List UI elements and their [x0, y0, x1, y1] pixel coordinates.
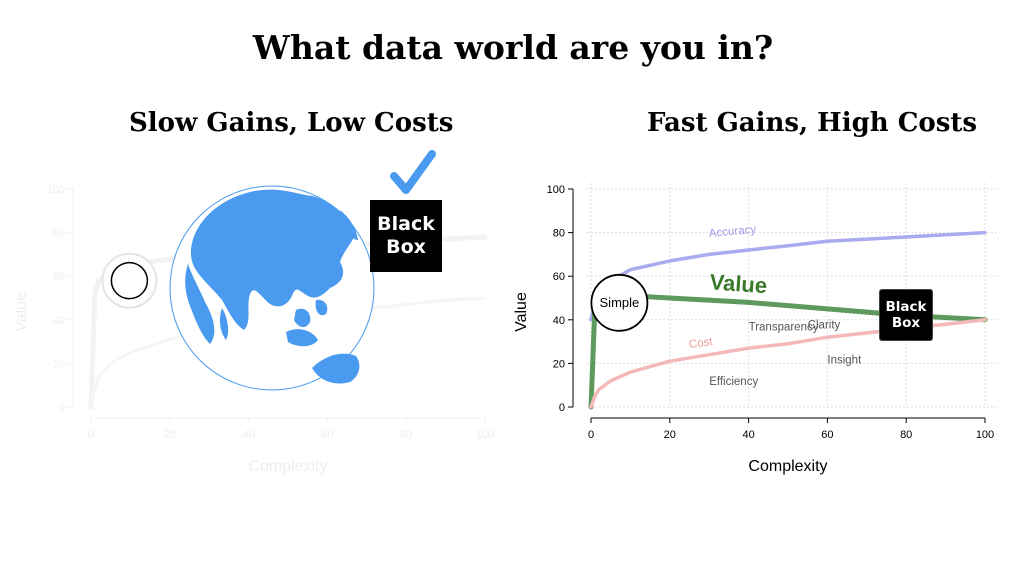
checkmark-icon	[390, 150, 436, 194]
right-x-tick-label-40: 40	[742, 429, 754, 441]
left-x-tick-label-100: 100	[476, 429, 494, 441]
right-axes: 0 20 40 60 80 100 0 20 40 60 80 100 Complexity Value	[513, 183, 997, 475]
right-y-tick-label-60: 60	[553, 271, 565, 283]
left-markers	[101, 252, 158, 309]
right-markers: Simple	[590, 273, 649, 332]
right-panel-title: Fast Gains, High Costs	[647, 108, 978, 138]
left-x-tick-label-20: 20	[164, 429, 176, 441]
right-y-tick-label-20: 20	[553, 358, 565, 370]
left-y-tick-label-100: 100	[47, 184, 65, 196]
right-x-axis-label: Complexity	[748, 458, 827, 475]
right-x-tick-label-100: 100	[976, 429, 994, 441]
right-y-tick-label-100: 100	[547, 184, 565, 196]
globe-icon	[169, 185, 375, 391]
left-y-tick-label-20: 20	[53, 358, 65, 370]
left-x-tick-label-0: 0	[88, 429, 94, 441]
right-x-tick-label-60: 60	[821, 429, 833, 441]
left-x-tick-label-60: 60	[321, 429, 333, 441]
right-annotation-value: Value	[709, 269, 768, 298]
right-x-tick-label-0: 0	[588, 429, 594, 441]
right-y-tick-label-40: 40	[553, 315, 565, 327]
right-marker-circle	[590, 273, 649, 332]
left-marker-circle	[110, 261, 149, 300]
right-annotation-transparency: Transparency	[749, 322, 819, 334]
left-black-box-label: Black Box	[370, 200, 442, 272]
right-x-tick-label-80: 80	[900, 429, 912, 441]
left-x-tick-label-80: 80	[400, 429, 412, 441]
right-y-axis-label: Value	[513, 292, 530, 332]
left-x-tick-label-40: 40	[242, 429, 254, 441]
right-annotation-efficiency: Efficiency	[709, 376, 758, 388]
right-annotation-accuracy: Accuracy	[708, 224, 756, 240]
left-y-axis-label: Value	[13, 292, 30, 332]
left-y-tick-label-80: 80	[53, 228, 65, 240]
left-y-tick-label-60: 60	[53, 271, 65, 283]
left-y-tick-label-0: 0	[59, 402, 65, 414]
left-y-tick-label-40: 40	[53, 315, 65, 327]
right-annotation-insight: Insight	[827, 354, 862, 366]
right-x-tick-label-20: 20	[664, 429, 676, 441]
right-y-tick-label-0: 0	[559, 402, 565, 414]
page-title: What data world are you in?	[252, 28, 774, 67]
right-y-tick-label-80: 80	[553, 228, 565, 240]
right-marker-label-simple: Simple	[600, 295, 640, 310]
left-panel-title: Slow Gains, Low Costs	[129, 108, 454, 138]
right-black-box-label: Black Box	[880, 290, 932, 340]
left-axes: 0 20 40 60 80 100 0 20 40 60 80 100 Complexity Value	[13, 184, 494, 475]
right-annotation-clarity: Clarity	[808, 320, 841, 332]
left-x-axis-label: Complexity	[248, 458, 327, 475]
right-annotation-cost: Cost	[688, 336, 714, 351]
